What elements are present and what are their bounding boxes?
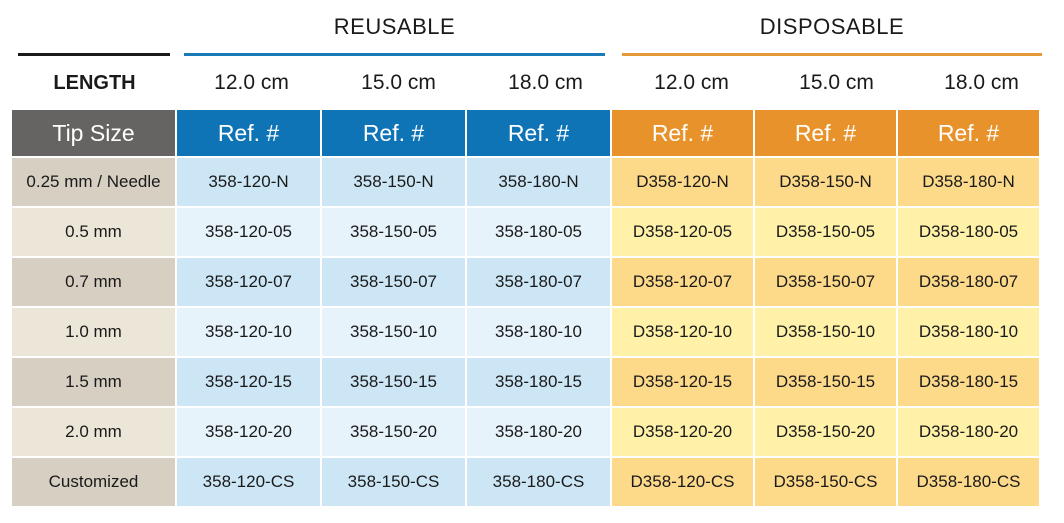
length-reusable-18: 18.0 cm [508,71,583,94]
table-row: 2.0 mm 358-120-20 358-150-20 358-180-20 … [12,408,1041,458]
tip-size-cell: 0.5 mm [12,208,177,258]
length-reusable-12: 12.0 cm [214,71,289,94]
table-row: 0.25 mm / Needle 358-120-N 358-150-N 358… [12,158,1041,208]
ref-cell: D358-150-CS [755,458,898,508]
tip-size-cell: 0.7 mm [12,258,177,308]
header-ref: Ref. # [322,110,467,158]
reference-table: Tip Size Ref. # Ref. # Ref. # Ref. # Ref… [12,110,1041,508]
ref-cell: D358-180-CS [898,458,1041,508]
group-title-disposable: DISPOSABLE [759,14,905,39]
ref-cell: D358-120-CS [612,458,755,508]
header-tip-size: Tip Size [12,110,177,158]
header-ref: Ref. # [612,110,755,158]
tip-size-cell: 0.25 mm / Needle [12,158,177,208]
header-ref: Ref. # [467,110,612,158]
table-row: 1.0 mm 358-120-10 358-150-10 358-180-10 … [12,308,1041,358]
table-row: 0.7 mm 358-120-07 358-150-07 358-180-07 … [12,258,1041,308]
ref-cell: 358-150-N [322,158,467,208]
ref-cell: D358-120-05 [612,208,755,258]
length-label: LENGTH [53,72,136,94]
header-ref: Ref. # [755,110,898,158]
length-reusable-15: 15.0 cm [361,71,436,94]
ref-cell: 358-150-15 [322,358,467,408]
ref-cell: 358-120-CS [177,458,322,508]
ref-cell: 358-120-15 [177,358,322,408]
ref-cell: D358-120-15 [612,358,755,408]
ref-cell: 358-150-20 [322,408,467,458]
ref-cell: 358-180-N [467,158,612,208]
ref-cell: D358-150-N [755,158,898,208]
table-row: 0.5 mm 358-120-05 358-150-05 358-180-05 … [12,208,1041,258]
tip-size-cell: 2.0 mm [12,408,177,458]
table-body: 0.25 mm / Needle 358-120-N 358-150-N 358… [12,158,1041,508]
length-disposable-18: 18.0 cm [944,71,1019,94]
ref-cell: D358-150-07 [755,258,898,308]
tip-size-cell: 1.5 mm [12,358,177,408]
ref-cell: D358-180-07 [898,258,1041,308]
table-row: 1.5 mm 358-120-15 358-150-15 358-180-15 … [12,358,1041,408]
ref-cell: 358-150-CS [322,458,467,508]
ref-cell: 358-150-07 [322,258,467,308]
ref-cell: D358-150-15 [755,358,898,408]
length-disposable-12: 12.0 cm [654,71,729,94]
ref-cell: D358-180-N [898,158,1041,208]
table-header-row: Tip Size Ref. # Ref. # Ref. # Ref. # Ref… [12,110,1041,158]
divider-length [18,53,170,56]
ref-cell: 358-150-10 [322,308,467,358]
ref-cell: 358-150-05 [322,208,467,258]
ref-cell: 358-180-15 [467,358,612,408]
tip-size-cell: 1.0 mm [12,308,177,358]
ref-cell: 358-120-20 [177,408,322,458]
ref-cell: 358-120-10 [177,308,322,358]
ref-cell: D358-120-07 [612,258,755,308]
ref-cell: 358-180-10 [467,308,612,358]
ref-cell: 358-120-N [177,158,322,208]
header-ref: Ref. # [898,110,1041,158]
ref-cell: D358-120-10 [612,308,755,358]
ref-cell: D358-180-20 [898,408,1041,458]
group-title-reusable: REUSABLE [333,14,456,39]
ref-cell: D358-120-N [612,158,755,208]
divider-reusable [184,53,605,56]
ref-cell: D358-150-20 [755,408,898,458]
ref-cell: 358-180-CS [467,458,612,508]
ref-cell: 358-180-05 [467,208,612,258]
ref-cell: D358-120-20 [612,408,755,458]
header-ref: Ref. # [177,110,322,158]
length-disposable-15: 15.0 cm [799,71,874,94]
length-row: LENGTH 12.0 cm 15.0 cm 18.0 cm 12.0 cm 1… [0,65,1064,101]
ref-cell: 358-120-07 [177,258,322,308]
ref-cell: 358-180-20 [467,408,612,458]
tip-size-cell: Customized [12,458,177,508]
ref-cell: 358-180-07 [467,258,612,308]
divider-disposable [622,53,1042,56]
ref-cell: D358-150-05 [755,208,898,258]
ref-cell: D358-180-15 [898,358,1041,408]
ref-cell: D358-180-05 [898,208,1041,258]
ref-cell: D358-150-10 [755,308,898,358]
ref-cell: 358-120-05 [177,208,322,258]
ref-cell: D358-180-10 [898,308,1041,358]
table-row: Customized 358-120-CS 358-150-CS 358-180… [12,458,1041,508]
